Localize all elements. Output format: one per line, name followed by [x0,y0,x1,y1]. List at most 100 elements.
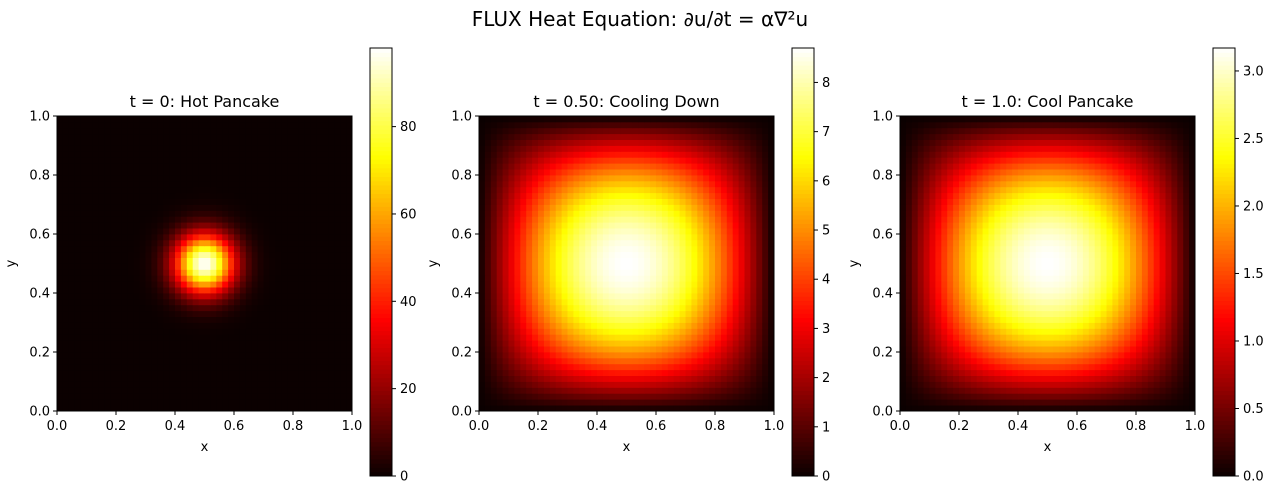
heatmap-cell [650,239,657,247]
heatmap-cell [287,298,294,306]
heatmap-cell [532,310,539,317]
heatmap-cell [479,127,486,135]
heatmap-cell [180,293,188,300]
heatmap-cell [74,322,81,329]
heatmap-cell [750,222,757,229]
heatmap-cell [650,298,657,306]
heatmap-cell [685,405,692,412]
heatmap-cell [762,245,769,253]
heatmap-cell [597,175,604,182]
heatmap-cell [484,186,492,194]
heatmap-cell [257,298,264,306]
heatmap-cell [281,204,288,211]
heatmap-cell [697,204,704,211]
heatmap-cell [310,293,317,300]
heatmap-cell [490,251,498,258]
colorbar-segment [370,236,392,242]
heatmap-cell [520,139,527,146]
heatmap-cell [738,399,745,406]
heatmap-cell [685,363,692,371]
heatmap-cell [157,175,164,182]
heatmap-cell [157,322,164,329]
heatmap-cell [650,169,657,176]
heatmap-cell [555,157,562,164]
heatmap-cell [234,269,241,276]
heatmap-cell [228,352,235,359]
heatmap-cell [679,405,686,412]
heatmap-cell [293,405,300,412]
heatmap-cell [157,186,164,194]
heatmap-cell [322,304,329,312]
heatmap-cell [756,399,763,406]
heatmap-cell [322,151,329,158]
heatmap-cell [304,304,312,312]
heatmap-cell [293,328,300,335]
heatmap-cell [508,393,515,400]
heatmap-cell [222,381,229,388]
heatmap-cell [322,328,329,335]
heatmap-cell [80,151,87,158]
heatmap-cell [661,151,669,158]
heatmap-cell [346,357,353,365]
heatmap-cell [269,216,276,223]
heatmap-cell [151,298,158,306]
heatmap-cell [263,369,270,376]
heatmap-cell [316,293,323,300]
heatmap-cell [650,151,657,158]
heatmap-cell [287,133,294,140]
heatmap-cell [726,204,734,211]
heatmap-cell [328,387,335,394]
heatmap-cell [667,328,675,335]
heatmap-cell [340,222,347,229]
heatmap-cell [257,275,264,282]
heatmap-cell [304,175,312,182]
heatmap-cell [685,175,692,182]
heatmap-cell [133,263,140,270]
heatmap-cell [198,275,205,282]
heatmap-cell [732,169,739,176]
heatmap-cell [561,281,568,288]
heatmap-cell [298,393,306,400]
heatmap-cell [57,334,64,341]
heatmap-cell [744,310,751,317]
heatmap-cell [139,222,146,229]
heatmap-cell [251,387,258,394]
heatmap-cell [709,275,716,282]
heatmap-cell [340,322,347,329]
heatmap-cell [198,293,205,300]
heatmap-cell [269,316,276,323]
heatmap-cell [644,405,651,412]
heatmap-cell [287,357,294,365]
heatmap-cell [245,145,253,152]
heatmap-cell [620,352,627,359]
heatmap-cell [210,310,217,317]
heatmap-cell [310,180,317,188]
heatmap-cell [151,151,158,158]
heatmap-cell [62,387,70,394]
heatmap-cell [620,405,627,412]
heatmap-cell [608,363,616,371]
colorbar-segment [370,283,392,289]
heatmap-cell [490,381,498,388]
heatmap-cell [738,204,745,211]
heatmap-cell [620,210,627,217]
heatmap-cell [567,210,574,217]
heatmap-cell [490,369,498,376]
heatmap-cell [145,198,152,205]
heatmap-cell [163,263,170,270]
heatmap-cell [703,163,710,170]
heatmap-cell [180,127,188,135]
heatmap-cell [632,234,639,241]
heatmap-cell [685,180,692,188]
heatmap-cell [57,310,64,317]
heatmap-cell [304,157,312,164]
heatmap-cell [738,234,745,241]
heatmap-cell [579,369,586,376]
heatmap-cell [484,334,492,341]
heatmap-cell [691,139,698,146]
heatmap-cell [216,275,223,282]
heatmap-cell [597,210,604,217]
heatmap-cell [691,381,698,388]
heatmap-cell [579,316,586,323]
heatmap-cell [691,251,698,258]
